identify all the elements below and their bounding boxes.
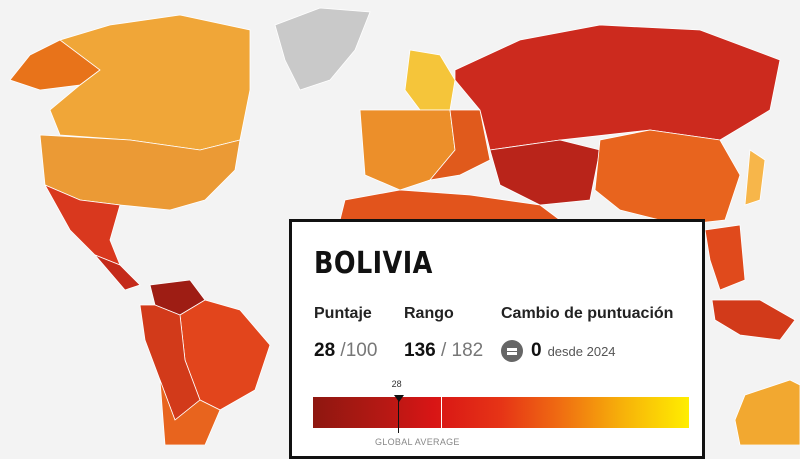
score-max: /100 <box>340 340 378 361</box>
country-argentina-chile[interactable] <box>159 379 221 445</box>
rank: 136 <box>404 340 436 361</box>
country-greenland[interactable] <box>274 7 371 91</box>
global-average-line <box>440 397 443 428</box>
score: 28 <box>314 340 336 361</box>
score-label: Puntaje <box>314 305 372 322</box>
change-since: desde 2024 <box>547 344 616 360</box>
country-china[interactable] <box>594 129 741 226</box>
country-central-asia[interactable] <box>489 139 601 206</box>
country-indonesia[interactable] <box>711 299 796 341</box>
world-map[interactable] <box>0 0 800 445</box>
change-value: 0 <box>531 340 542 362</box>
rank-total: / 182 <box>440 340 484 361</box>
score-value: 28 /100 <box>314 340 377 362</box>
country-russia[interactable] <box>454 24 781 151</box>
global-average-label: GLOBAL AVERAGE <box>375 437 460 447</box>
country-central-america[interactable] <box>94 254 141 291</box>
country-name: BOLIVIA <box>314 246 433 281</box>
country-southeast-asia[interactable] <box>704 224 746 291</box>
rank-label: Rango <box>404 305 454 322</box>
marker-label: 28 <box>391 379 402 389</box>
rank-value: 136 / 182 <box>404 340 483 362</box>
country-europe-north[interactable] <box>404 49 456 111</box>
country-australia[interactable] <box>734 379 800 445</box>
change-value-row: 0 desde 2024 <box>501 340 616 362</box>
change-label: Cambio de puntuación <box>501 305 674 322</box>
country-info-card: BOLIVIA Puntaje 28 /100 Rango 136 / 182 … <box>289 219 705 459</box>
marker-triangle-icon <box>393 395 404 402</box>
country-japan[interactable] <box>744 149 766 206</box>
country-mexico[interactable] <box>44 184 121 266</box>
score-marker: 28 <box>392 379 404 433</box>
equals-icon <box>501 340 523 362</box>
score-scale-bar: 28 <box>313 379 689 433</box>
